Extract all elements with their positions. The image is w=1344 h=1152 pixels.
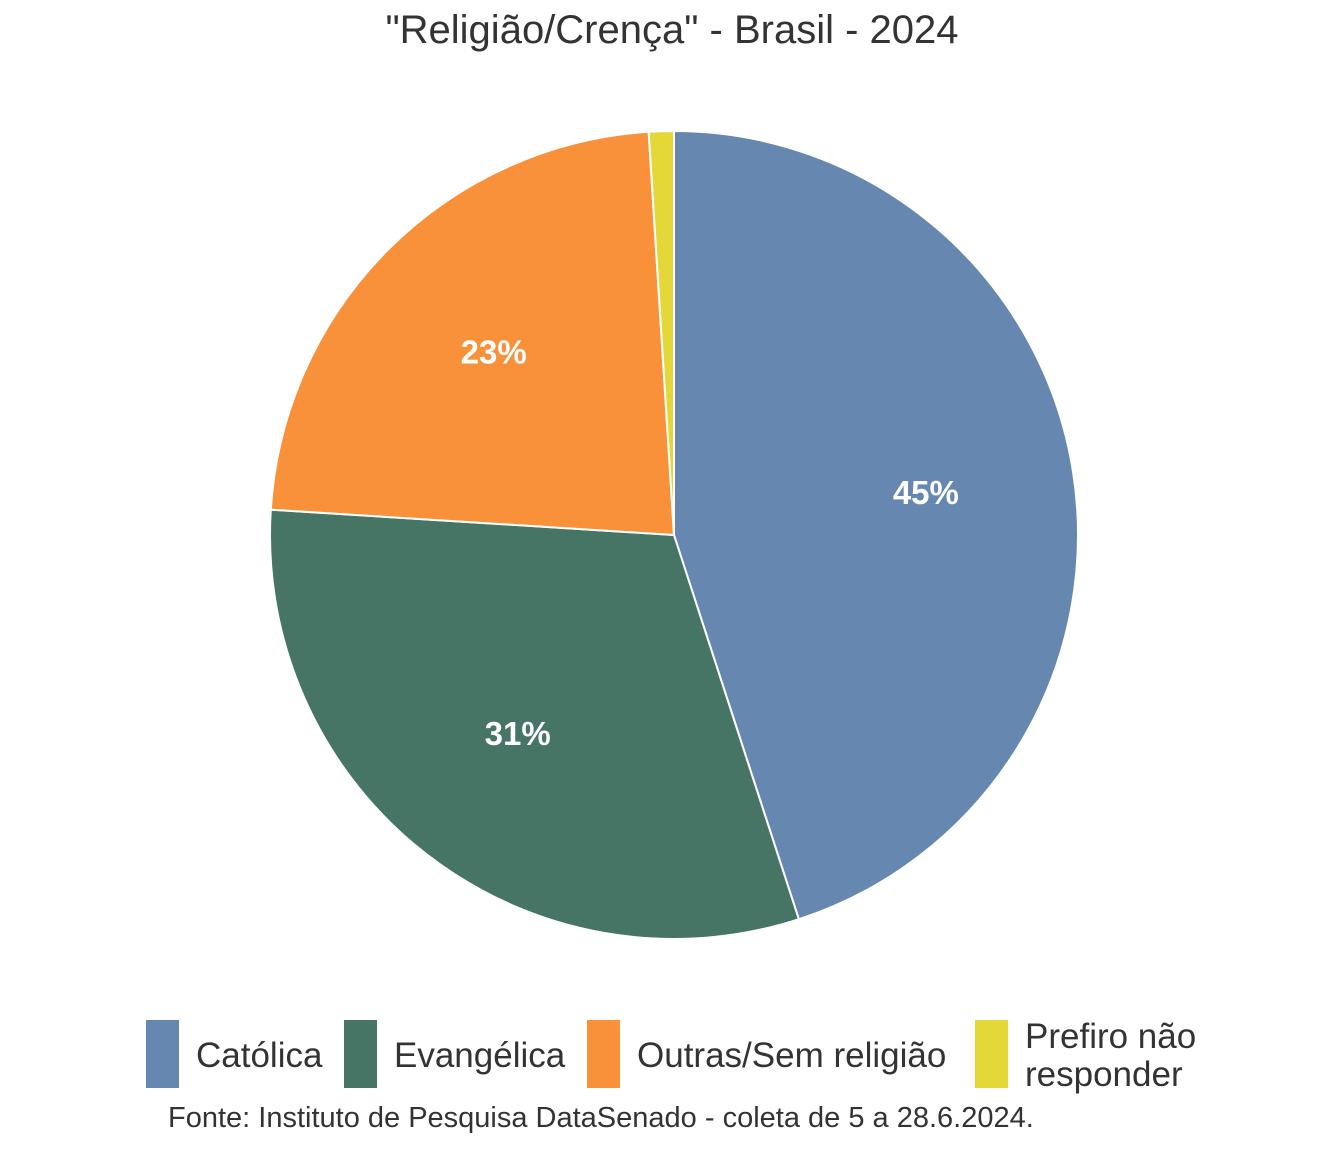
legend-swatch-outras [587, 1020, 620, 1088]
legend-label-catolica: Católica [196, 1036, 323, 1075]
legend-swatch-prefiro [975, 1020, 1008, 1088]
slice-catolica-label: 45% [893, 474, 959, 511]
slice-evangelica-label: 31% [485, 715, 551, 752]
legend-swatch-evangelica [344, 1020, 377, 1088]
source-note: Fonte: Instituto de Pesquisa DataSenado … [168, 1102, 1034, 1134]
legend-swatch-catolica [146, 1020, 179, 1088]
slice-outras [269, 130, 676, 537]
legend-label-prefiro-line2: responder [1025, 1055, 1183, 1094]
legend-label-prefiro-line1: Prefiro não [1025, 1017, 1197, 1056]
legend-label-outras: Outras/Sem religião [637, 1036, 947, 1075]
slice-evangelica [269, 508, 801, 940]
slice-outras-label: 23% [461, 333, 527, 370]
slice-prefiro [647, 129, 675, 536]
chart-title: "Religião/Crença" - Brasil - 2024 [385, 8, 959, 52]
pie-chart: 45% 31% 23% [269, 129, 1079, 940]
legend-label-evangelica: Evangélica [394, 1036, 566, 1075]
slice-catolica [673, 129, 1079, 921]
